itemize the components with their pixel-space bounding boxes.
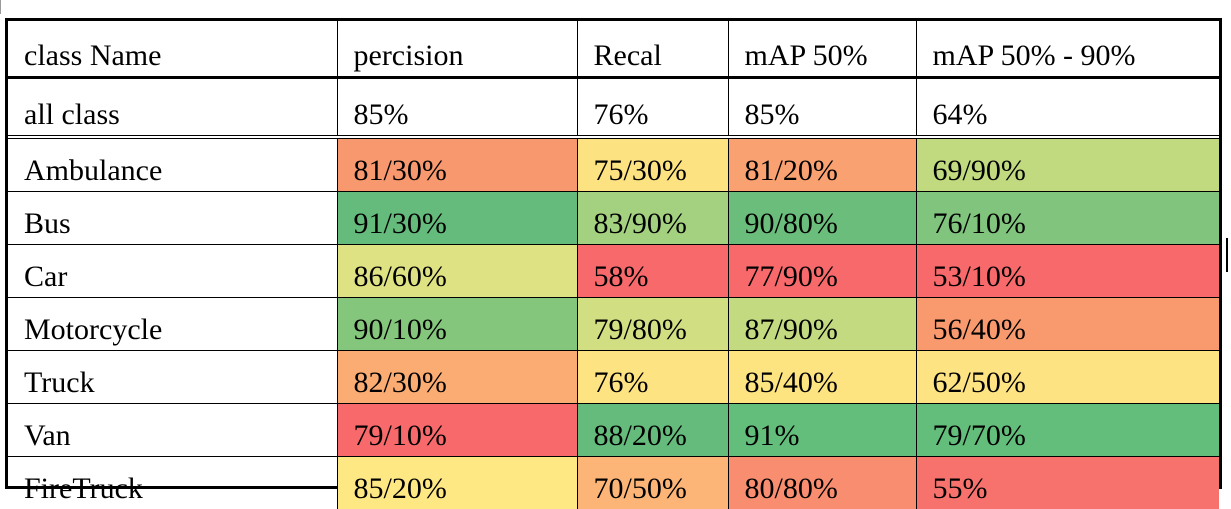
summary-map-50: 85% [728,78,916,138]
class-name-cell: Ambulance [8,137,337,192]
recall-cell: 88/20% [577,404,728,457]
map-50-90-cell: 79/70% [916,404,1219,457]
map-50-cell: 77/90% [728,245,916,298]
class-name-cell: Car [8,245,337,298]
map-50-90-cell: 76/10% [916,192,1219,245]
precision-cell: 90/10% [337,298,577,351]
summary-map-50-90: 64% [916,78,1219,138]
precision-cell: 91/30% [337,192,577,245]
summary-recall: 76% [577,78,728,138]
precision-cell: 82/30% [337,351,577,404]
summary-label: all class [8,78,337,138]
class-name-cell: FireTruck [8,457,337,509]
header-precision: percision [337,21,577,78]
recall-cell: 79/80% [577,298,728,351]
precision-cell: 79/10% [337,404,577,457]
header-row: class Name percision Recal mAP 50% mAP 5… [8,21,1219,78]
precision-cell: 86/60% [337,245,577,298]
class-name-cell: Van [8,404,337,457]
precision-cell: 81/30% [337,137,577,192]
precision-cell: 85/20% [337,457,577,509]
map-50-90-cell: 62/50% [916,351,1219,404]
metrics-table-frame: class Name percision Recal mAP 50% mAP 5… [5,18,1222,489]
recall-cell: 83/90% [577,192,728,245]
header-map-50: mAP 50% [728,21,916,78]
map-50-90-cell: 56/40% [916,298,1219,351]
map-50-90-cell: 69/90% [916,137,1219,192]
map-50-cell: 81/20% [728,137,916,192]
map-50-90-cell: 53/10% [916,245,1219,298]
header-class-name: class Name [8,21,337,78]
class-name-cell: Truck [8,351,337,404]
map-50-cell: 90/80% [728,192,916,245]
metrics-table: class Name percision Recal mAP 50% mAP 5… [8,21,1219,509]
recall-cell: 58% [577,245,728,298]
recall-cell: 75/30% [577,137,728,192]
text-cursor [1226,238,1228,272]
map-50-cell: 91% [728,404,916,457]
map-50-cell: 85/40% [728,351,916,404]
header-recall: Recal [577,21,728,78]
summary-precision: 85% [337,78,577,138]
header-map-50-90: mAP 50% - 90% [916,21,1219,78]
class-name-cell: Bus [8,192,337,245]
recall-cell: 76% [577,351,728,404]
summary-row: all class 85% 76% 85% 64% [8,78,1219,138]
map-50-cell: 87/90% [728,298,916,351]
page-corner-mark [0,0,7,14]
map-50-cell: 80/80% [728,457,916,509]
map-50-90-cell: 55% [916,457,1219,509]
recall-cell: 70/50% [577,457,728,509]
class-name-cell: Motorcycle [8,298,337,351]
